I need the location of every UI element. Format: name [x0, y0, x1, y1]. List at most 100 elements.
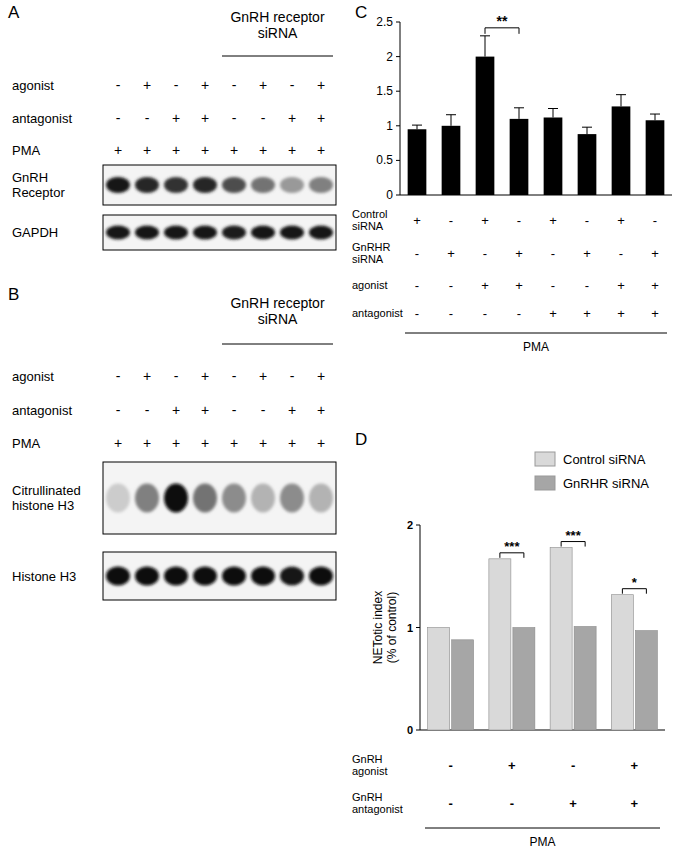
sign: +	[549, 213, 557, 228]
text-line: -	[448, 758, 452, 773]
text-line: +	[288, 435, 296, 451]
y-tick-label: 1.5	[376, 84, 393, 98]
sign: -	[585, 278, 589, 293]
sign: -	[585, 213, 589, 228]
text-line: -	[449, 213, 453, 228]
text-line: +	[201, 368, 209, 384]
text-line: PMA	[529, 835, 555, 849]
header-line	[222, 56, 333, 57]
sign: +	[288, 435, 296, 451]
sign: +	[317, 110, 325, 126]
y-tick	[396, 56, 400, 57]
bar	[544, 117, 563, 195]
blot-frame	[103, 462, 336, 534]
text-line: +	[549, 306, 557, 321]
bar	[611, 595, 633, 730]
text-line: antagonist	[352, 803, 403, 815]
panel-label: D	[355, 430, 367, 449]
text-line: antagonist	[12, 403, 72, 418]
sign: +	[651, 278, 659, 293]
text-line: -	[145, 110, 150, 126]
sign: +	[317, 142, 325, 158]
sign: -	[145, 402, 150, 418]
text-line: +	[617, 278, 625, 293]
error-bar	[548, 109, 558, 118]
significance: ***	[566, 528, 582, 543]
sign: -	[290, 77, 295, 93]
bands	[106, 226, 333, 240]
sign: -	[116, 77, 121, 93]
sign: +	[201, 110, 209, 126]
bar	[646, 120, 665, 195]
band	[164, 177, 188, 193]
text-line: histone H3	[12, 498, 74, 513]
text-line: -	[232, 402, 237, 418]
bars	[408, 36, 665, 195]
x-axis	[400, 195, 672, 196]
y-tick-label: 2	[407, 519, 413, 531]
text-line: +	[143, 435, 151, 451]
bar	[452, 640, 474, 730]
text-line: +	[172, 142, 180, 158]
text-line: +	[201, 77, 209, 93]
bracket	[519, 28, 520, 34]
text-line: +	[259, 142, 267, 158]
band	[251, 177, 275, 193]
footer: PMA	[529, 835, 555, 849]
band	[106, 566, 130, 585]
condition-label: PMA	[12, 436, 41, 451]
sign: +	[172, 402, 180, 418]
sign: +	[201, 402, 209, 418]
sign: -	[232, 110, 237, 126]
band	[309, 566, 333, 585]
blot-frame	[103, 215, 336, 250]
sign: +	[143, 142, 151, 158]
bracket	[523, 553, 524, 558]
text-line: GnRH	[352, 791, 383, 803]
sign: +	[259, 142, 267, 158]
text-line: +	[288, 110, 296, 126]
text-line: GnRH receptor	[230, 9, 324, 25]
text-line: +	[143, 368, 151, 384]
text-line: agonist	[352, 279, 387, 291]
sign: +	[651, 246, 659, 261]
text-line: +	[259, 435, 267, 451]
band	[280, 226, 304, 240]
text-line: -	[510, 796, 514, 811]
condition-label: antagonist	[12, 111, 72, 126]
sign: +	[143, 368, 151, 384]
y-tick	[396, 160, 400, 161]
text-line: GnRH	[12, 170, 48, 185]
text-line: +	[288, 402, 296, 418]
sign: +	[317, 402, 325, 418]
y-tick	[396, 22, 400, 23]
y-tick-label: 1	[407, 622, 413, 634]
error-line	[485, 36, 486, 57]
text-line: +	[413, 213, 421, 228]
sign: -	[116, 368, 121, 384]
text-line: Control	[352, 208, 387, 220]
bar	[428, 628, 450, 731]
sign: -	[483, 306, 487, 321]
text-line: antagonist	[12, 111, 72, 126]
bar	[442, 126, 461, 195]
error-cap	[548, 108, 558, 109]
band	[193, 566, 217, 585]
y-tick	[416, 525, 420, 526]
y-tick-label: 1	[386, 119, 393, 133]
text-line: PMA	[12, 143, 41, 158]
text-line: -	[174, 368, 179, 384]
sign: -	[415, 246, 419, 261]
text-line: Receptor	[12, 185, 65, 200]
text-line: +	[481, 278, 489, 293]
condition-label: ControlsiRNA	[352, 208, 387, 233]
band	[251, 226, 275, 240]
text-line: *	[632, 575, 638, 590]
text-line: -	[415, 306, 419, 321]
sign: +	[201, 368, 209, 384]
text-line: -	[585, 278, 589, 293]
text-line: siRNA	[352, 253, 384, 265]
bracket	[585, 542, 586, 547]
sign: +	[259, 435, 267, 451]
text-line: PMA	[12, 436, 41, 451]
